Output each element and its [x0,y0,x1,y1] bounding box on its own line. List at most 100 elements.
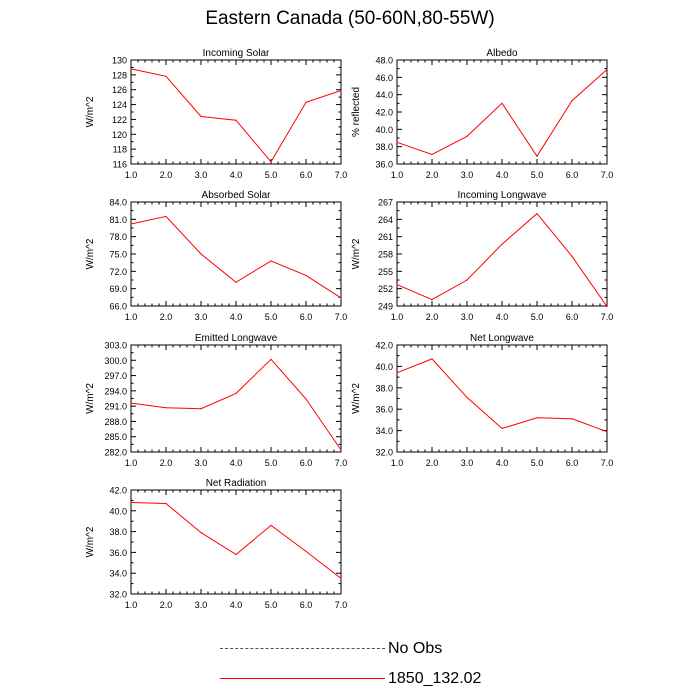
y-tick-label: 32.0 [375,448,393,458]
x-tick-label: 7.0 [601,170,614,180]
y-axis-label: W/m^2 [85,238,96,269]
data-point [200,532,202,534]
series-line-1850-132-02 [130,358,342,451]
data-point [536,213,538,215]
panel-albedo: Albedo % reflected 1.0 2.0 3.0 4.0 5.0 6.0 7.0 36… [351,48,613,180]
x-tick-label: 5.0 [265,458,278,468]
data-point [305,101,307,103]
x-tick-label: 7.0 [335,600,348,610]
x-tick-label: 2.0 [426,170,439,180]
x-tick-label: 3.0 [461,458,474,468]
y-tick-label: 291.0 [104,402,127,412]
data-point [501,102,503,104]
data-point [165,215,167,217]
data-point [305,398,307,400]
x-tick-label: 6.0 [566,458,579,468]
data-point [340,449,342,451]
panel-incoming-longwave: Incoming Longwave W/m^2 1.0 2.0 3.0 4.0 5.0 6.0… [351,190,613,322]
y-tick-label: 40.0 [375,125,393,135]
series-line-1850-132-02 [130,215,342,299]
y-tick-label: 120 [112,130,127,140]
figure-title: Eastern Canada (50-60N,80-55W) [205,8,495,29]
x-tick-label: 7.0 [601,312,614,322]
panel-title: Emitted Longwave [195,333,278,344]
y-tick-label: 72.0 [109,267,127,277]
y-tick-label: 255 [378,267,393,277]
series-line-1850-132-02 [396,358,608,433]
data-point [235,281,237,283]
data-point [396,284,398,286]
y-axis-label: W/m^2 [351,238,362,269]
x-tick-label: 2.0 [160,312,173,322]
x-tick-label: 3.0 [461,170,474,180]
x-tick-label: 4.0 [230,600,243,610]
data-point [571,100,573,102]
data-point [270,358,272,360]
plot-frame [130,489,342,595]
panel-title: Net Radiation [206,478,267,489]
x-tick-label: 5.0 [531,312,544,322]
y-tick-label: 128 [112,70,127,80]
x-tick-label: 1.0 [391,170,404,180]
y-tick-label: 303.0 [104,341,127,351]
y-tick-label: 78.0 [109,232,127,242]
x-tick-label: 3.0 [195,600,208,610]
x-tick-label: 6.0 [300,170,313,180]
series-line-1850-132-02 [130,68,342,163]
y-axis-label: W/m^2 [85,526,96,557]
x-tick-label: 2.0 [426,312,439,322]
x-tick-label: 2.0 [160,170,173,180]
data-point [396,372,398,374]
data-point [571,418,573,420]
y-tick-label: 294.0 [104,386,127,396]
x-tick-label: 6.0 [300,458,313,468]
y-tick-label: 264 [378,215,393,225]
legend-label-series: 1850_132.02 [388,670,482,687]
y-tick-label: 75.0 [109,250,127,260]
data-point [305,550,307,553]
x-tick-label: 6.0 [566,312,579,322]
data-point [165,75,167,77]
y-tick-label: 69.0 [109,284,127,294]
series-line-1850-132-02 [396,69,608,158]
x-tick-label: 3.0 [195,312,208,322]
y-tick-label: 40.0 [109,506,127,516]
plot-frame [396,201,608,307]
y-tick-label: 42.0 [109,486,127,496]
y-tick-label: 38.0 [109,527,127,537]
data-point [501,427,503,430]
y-tick-label: 42.0 [375,108,393,118]
data-point [130,68,132,70]
data-point [340,577,342,580]
data-point [340,89,342,92]
y-tick-label: 252 [378,284,393,294]
y-tick-label: 261 [378,232,393,242]
legend-item-series: 1850_132.02 [220,668,520,690]
y-tick-label: 44.0 [375,90,393,100]
panel-net-longwave: Net Longwave W/m^2 1.0 2.0 3.0 4.0 5.0 6.0 7.0 32… [351,333,613,468]
series-line-1850-132-02 [130,502,342,579]
y-tick-label: 282.0 [104,448,127,458]
y-tick-label: 36.0 [375,160,393,170]
data-point [536,417,538,419]
legend-dashed-line [220,648,385,649]
x-tick-label: 1.0 [125,312,138,322]
x-tick-label: 7.0 [335,458,348,468]
y-tick-label: 32.0 [109,590,127,600]
data-point [270,260,272,262]
data-point [270,161,272,163]
y-tick-label: 116 [113,160,127,170]
plot-frame [130,344,342,453]
y-tick-label: 249 [378,302,393,312]
y-axis-label: W/m^2 [351,383,362,414]
x-tick-label: 2.0 [426,458,439,468]
legend-item-no-obs: No Obs [220,638,520,660]
data-point [340,297,342,299]
data-point [431,153,433,156]
x-tick-label: 2.0 [160,600,173,610]
x-tick-label: 3.0 [195,458,208,468]
x-tick-label: 1.0 [125,458,138,468]
data-point [200,115,202,118]
x-tick-label: 5.0 [265,170,278,180]
